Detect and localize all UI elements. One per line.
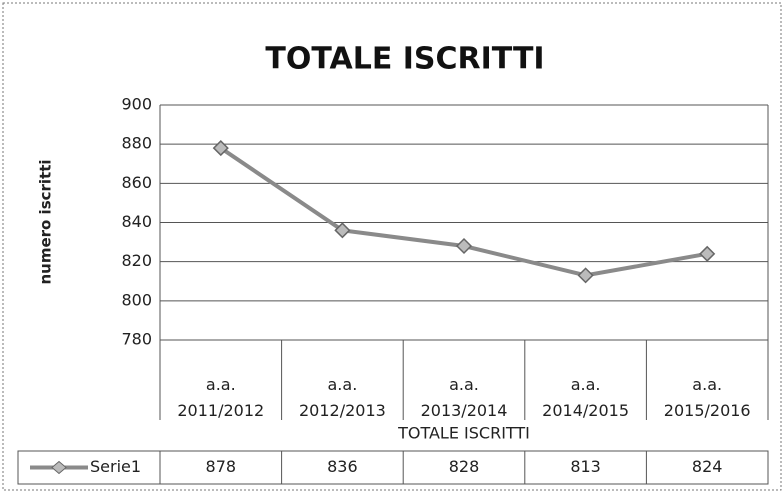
x-tick-label: a.a. 2015/2016 bbox=[664, 375, 751, 420]
table-value: 824 bbox=[692, 457, 723, 476]
marker bbox=[334, 222, 351, 239]
x-tick-label: a.a. 2011/2012 bbox=[177, 375, 264, 420]
y-tick-label: 800 bbox=[121, 290, 152, 309]
table-value: 836 bbox=[327, 457, 358, 476]
y-tick-label: 780 bbox=[121, 330, 152, 349]
series-line bbox=[219, 146, 708, 278]
y-tick-label: 900 bbox=[121, 95, 152, 114]
y-axis-label: numero iscritti bbox=[37, 159, 55, 284]
table-value: 828 bbox=[449, 457, 480, 476]
x-tick-label: a.a. 2012/2013 bbox=[299, 375, 386, 420]
table-value: 878 bbox=[206, 457, 237, 476]
legend-marker bbox=[51, 460, 67, 475]
y-tick-label: 820 bbox=[121, 251, 152, 270]
x-axis-label: TOTALE ISCRITTI bbox=[397, 424, 530, 443]
marker bbox=[577, 267, 594, 284]
marker bbox=[699, 245, 716, 262]
table-value: 813 bbox=[570, 457, 601, 476]
y-tick-label: 860 bbox=[121, 173, 152, 192]
x-tick-label: a.a. 2013/2014 bbox=[421, 375, 508, 420]
y-tick-label: 880 bbox=[121, 134, 152, 153]
marker bbox=[455, 237, 473, 255]
legend-label: Serie1 bbox=[90, 457, 141, 476]
y-tick-label: 840 bbox=[121, 212, 152, 231]
x-tick-label: a.a. 2014/2015 bbox=[542, 375, 629, 420]
chart-title: TOTALE ISCRITTI bbox=[265, 42, 544, 77]
marker bbox=[212, 140, 229, 157]
